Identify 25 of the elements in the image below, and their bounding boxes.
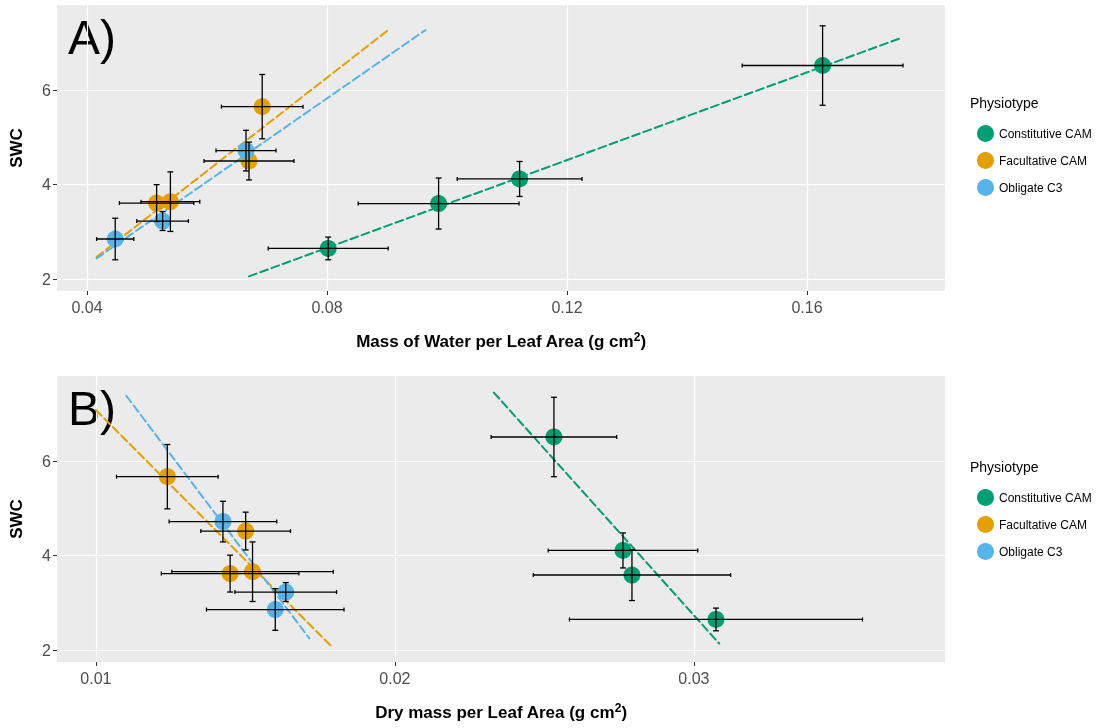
y-tick-label: 4: [42, 176, 52, 194]
x-tick-label: 0.08: [311, 298, 343, 316]
legend-label: Facultative CAM: [999, 153, 1088, 168]
legend-title: Physiotype: [970, 95, 1039, 111]
annotation: A): [68, 10, 116, 64]
legend-label: Obligate C3: [999, 180, 1063, 195]
legend-label: Constitutive CAM: [999, 126, 1092, 141]
x-tick-label: 0.03: [678, 669, 710, 687]
legend-label: Constitutive CAM: [999, 490, 1092, 505]
x-tick-label: 0.02: [379, 669, 411, 687]
legend-title: Physiotype: [970, 459, 1039, 475]
y-tick-label: 4: [42, 547, 52, 565]
x-tick-label: 0.12: [551, 298, 583, 316]
legend-label: Facultative CAM: [999, 517, 1088, 532]
x-tick-label: 0.04: [71, 298, 103, 316]
y-tick-label: 2: [42, 641, 52, 659]
y-axis-title: SWC: [7, 499, 26, 539]
y-tick-label: 6: [42, 81, 52, 99]
annotation: B): [68, 381, 116, 435]
x-tick-label: 0.16: [791, 298, 823, 316]
legend-label: Obligate C3: [999, 544, 1063, 559]
x-tick-label: 0.01: [80, 669, 112, 687]
y-axis-title: SWC: [7, 128, 26, 168]
y-tick-label: 6: [42, 452, 52, 470]
y-tick-label: 2: [42, 270, 52, 288]
